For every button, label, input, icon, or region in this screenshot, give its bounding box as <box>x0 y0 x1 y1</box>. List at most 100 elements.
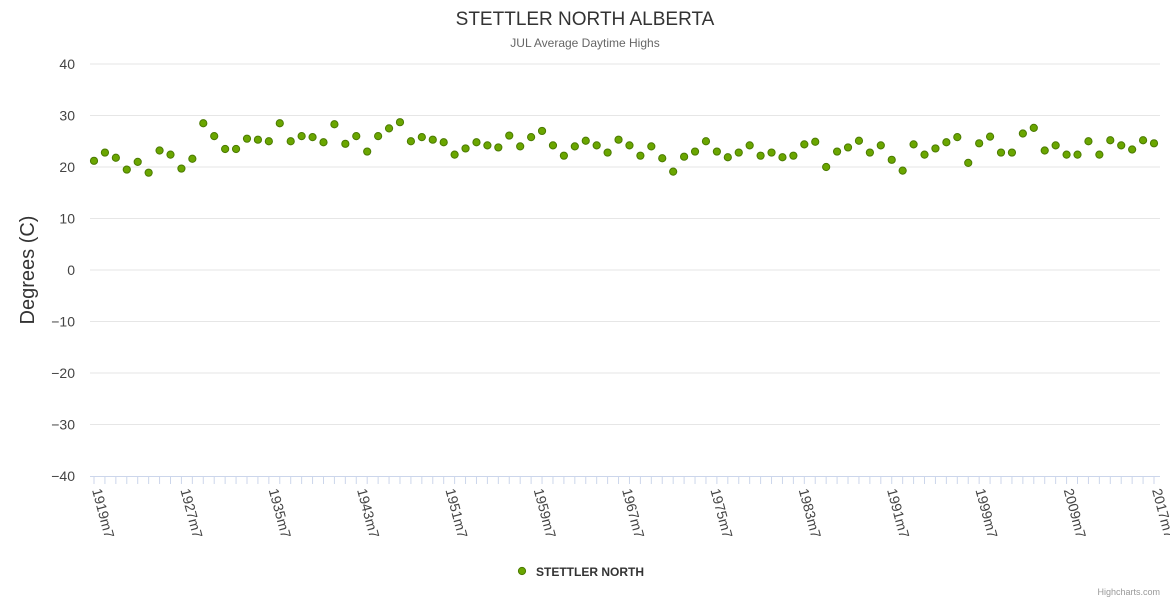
data-point[interactable] <box>854 136 864 145</box>
data-point[interactable] <box>122 165 131 174</box>
data-point[interactable] <box>1149 139 1159 148</box>
data-point[interactable] <box>931 144 940 153</box>
data-point[interactable] <box>636 151 645 160</box>
data-point[interactable] <box>625 141 634 150</box>
data-point[interactable] <box>439 138 448 147</box>
data-point[interactable] <box>221 144 230 154</box>
data-point[interactable] <box>374 132 383 141</box>
data-point[interactable] <box>756 151 765 160</box>
data-point[interactable] <box>876 141 885 150</box>
data-point[interactable] <box>417 133 426 142</box>
data-point[interactable] <box>286 137 295 146</box>
data-point[interactable] <box>537 126 547 136</box>
data-point[interactable] <box>505 131 514 140</box>
data-point[interactable] <box>953 133 962 142</box>
data-point[interactable] <box>297 132 306 141</box>
data-point[interactable] <box>712 147 721 156</box>
data-point[interactable] <box>898 166 907 175</box>
data-point[interactable] <box>1073 150 1082 159</box>
data-point[interactable] <box>1095 150 1104 159</box>
data-point[interactable] <box>199 119 208 128</box>
data-point[interactable] <box>942 138 951 147</box>
data-point[interactable] <box>177 164 186 173</box>
data-point[interactable] <box>472 138 481 147</box>
data-point[interactable] <box>1138 136 1148 145</box>
data-point[interactable] <box>1007 148 1017 157</box>
data-point[interactable] <box>89 156 99 165</box>
data-point[interactable] <box>690 147 700 156</box>
data-point[interactable] <box>527 133 536 142</box>
data-point[interactable] <box>996 148 1006 157</box>
data-point[interactable] <box>461 144 470 153</box>
data-point[interactable] <box>581 136 590 145</box>
data-point[interactable] <box>341 139 350 148</box>
data-point[interactable] <box>155 146 164 155</box>
data-point[interactable] <box>516 142 525 151</box>
data-point[interactable] <box>363 147 372 156</box>
data-point[interactable] <box>603 148 612 157</box>
data-point[interactable] <box>133 157 142 166</box>
legend[interactable]: STETTLER NORTH <box>517 565 644 579</box>
data-point[interactable] <box>242 134 252 143</box>
data-point[interactable] <box>111 153 120 162</box>
data-point[interactable] <box>494 143 503 152</box>
data-point[interactable] <box>559 151 568 160</box>
data-point[interactable] <box>384 124 394 133</box>
data-point[interactable] <box>701 137 711 146</box>
data-point[interactable] <box>100 148 110 157</box>
data-point[interactable] <box>1106 136 1115 145</box>
series-stettler-north[interactable] <box>89 118 1159 177</box>
data-point[interactable] <box>253 135 263 144</box>
data-point[interactable] <box>680 152 689 161</box>
data-point[interactable] <box>308 133 317 142</box>
data-point[interactable] <box>428 135 437 144</box>
data-point[interactable] <box>975 139 984 148</box>
data-point[interactable] <box>811 137 820 146</box>
data-point[interactable] <box>789 151 798 160</box>
credits[interactable]: Highcharts.com <box>1097 587 1160 597</box>
data-point[interactable] <box>843 143 853 152</box>
data-point[interactable] <box>909 140 918 149</box>
data-point[interactable] <box>592 141 601 150</box>
legend-label[interactable]: STETTLER NORTH <box>536 565 644 579</box>
data-point[interactable] <box>166 150 175 159</box>
data-point[interactable] <box>1040 146 1049 155</box>
data-point[interactable] <box>275 119 284 128</box>
data-point[interactable] <box>614 135 623 144</box>
data-point[interactable] <box>210 132 219 141</box>
data-point[interactable] <box>231 144 241 154</box>
data-point[interactable] <box>778 153 787 162</box>
data-point[interactable] <box>658 154 667 163</box>
data-point[interactable] <box>352 132 361 141</box>
data-point[interactable] <box>548 141 558 150</box>
data-point[interactable] <box>1117 141 1126 150</box>
data-point[interactable] <box>887 155 896 164</box>
data-point[interactable] <box>319 138 328 147</box>
data-point[interactable] <box>1084 137 1093 146</box>
data-point[interactable] <box>767 148 776 157</box>
data-point[interactable] <box>406 137 416 146</box>
data-point[interactable] <box>188 154 197 163</box>
data-point[interactable] <box>264 137 273 146</box>
data-point[interactable] <box>832 147 842 156</box>
data-point[interactable] <box>1051 141 1060 150</box>
data-point[interactable] <box>964 158 973 167</box>
data-point[interactable] <box>920 150 929 159</box>
data-point[interactable] <box>1128 145 1137 154</box>
data-point[interactable] <box>450 150 459 159</box>
data-point[interactable] <box>1018 129 1027 138</box>
data-point[interactable] <box>483 141 492 150</box>
data-point[interactable] <box>800 140 809 149</box>
data-point[interactable] <box>1029 123 1038 132</box>
data-point[interactable] <box>647 142 656 151</box>
data-point[interactable] <box>865 148 874 157</box>
data-point[interactable] <box>669 167 678 176</box>
data-point[interactable] <box>330 120 339 129</box>
data-point[interactable] <box>723 153 732 162</box>
data-point[interactable] <box>395 118 405 127</box>
data-point[interactable] <box>570 142 579 151</box>
data-point[interactable] <box>144 168 153 177</box>
data-point[interactable] <box>985 132 995 141</box>
data-point[interactable] <box>745 141 754 150</box>
data-point[interactable] <box>822 162 831 172</box>
